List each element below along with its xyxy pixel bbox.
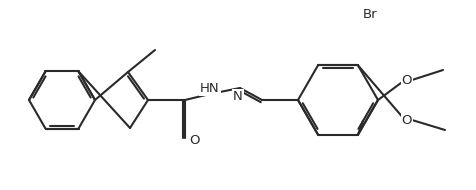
Text: Br: Br — [363, 7, 377, 21]
Text: N: N — [233, 90, 243, 104]
Text: O: O — [189, 134, 199, 146]
Text: O: O — [402, 74, 412, 86]
Text: O: O — [402, 113, 412, 127]
Text: HN: HN — [200, 82, 220, 94]
